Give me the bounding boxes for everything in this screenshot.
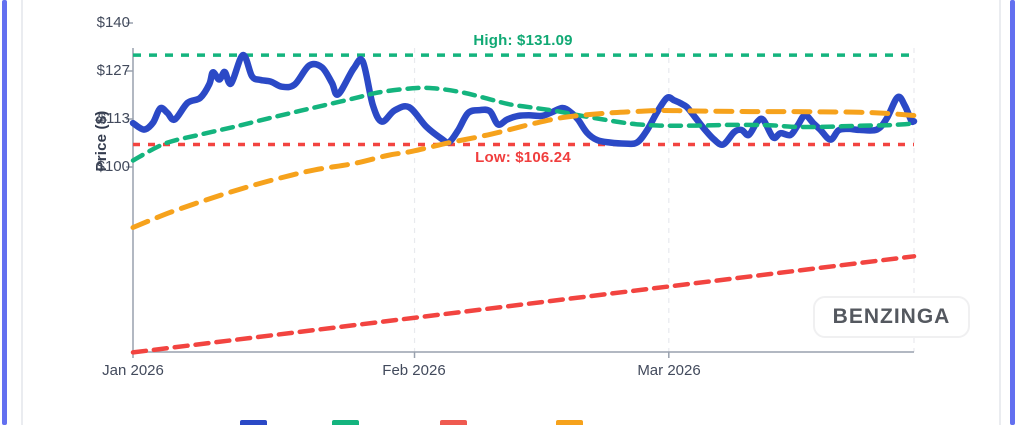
y-tick-100: $100 — [96, 158, 130, 175]
legend-swatch-blue[interactable] — [240, 420, 267, 425]
legend-swatch-green[interactable] — [332, 420, 359, 425]
series-trend-red — [130, 254, 917, 355]
benzinga-watermark: BENZINGA — [813, 296, 970, 338]
x-tick-feb: Feb 2026 — [382, 362, 446, 379]
card-border-right — [999, 0, 1001, 425]
x-tick-jan: Jan 2026 — [102, 362, 164, 379]
series-ma-orange — [130, 107, 917, 230]
modal-border-left — [2, 0, 7, 425]
card-border-left — [21, 0, 23, 425]
y-tick-127: $127 — [96, 62, 130, 79]
series-price-line — [129, 51, 918, 148]
x-tick-mar: Mar 2026 — [637, 362, 701, 379]
high-line-label: High: $131.09 — [473, 32, 573, 49]
low-line-label: Low: $106.24 — [475, 149, 571, 166]
series-ma-green — [130, 85, 917, 163]
legend-swatch-orange[interactable] — [556, 420, 583, 425]
y-axis-title: Price ($) — [93, 110, 110, 172]
legend-swatch-red[interactable] — [440, 420, 467, 425]
modal-border-right — [1010, 0, 1015, 425]
y-tick-140: $140 — [96, 14, 130, 31]
y-tick-113: $113 — [97, 110, 130, 127]
